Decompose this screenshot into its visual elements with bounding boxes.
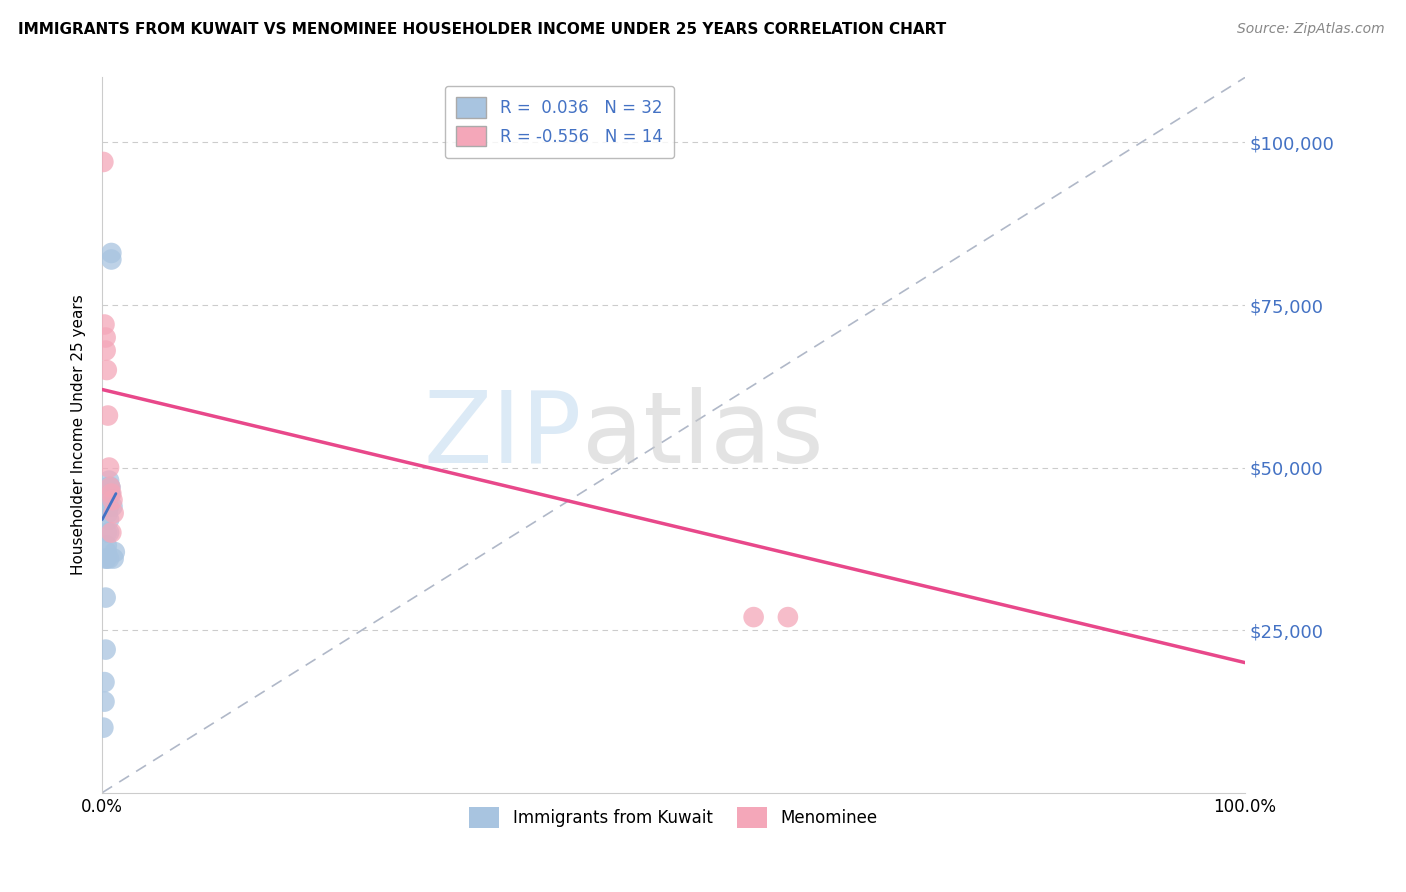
Point	[94, 642, 117, 657]
Point	[98, 512, 121, 526]
Point	[94, 343, 117, 358]
Point	[98, 480, 121, 494]
Point	[101, 493, 124, 508]
Point	[94, 330, 117, 344]
Point	[100, 525, 122, 540]
Point	[742, 610, 765, 624]
Point	[98, 480, 121, 494]
Point	[100, 252, 122, 267]
Point	[104, 545, 127, 559]
Point	[98, 551, 121, 566]
Point	[97, 486, 120, 500]
Point	[94, 551, 117, 566]
Point	[98, 486, 121, 500]
Y-axis label: Householder Income Under 25 years: Householder Income Under 25 years	[72, 294, 86, 575]
Point	[103, 551, 125, 566]
Point	[98, 500, 121, 514]
Point	[100, 486, 122, 500]
Point	[98, 480, 121, 494]
Point	[96, 363, 118, 377]
Point	[97, 480, 120, 494]
Point	[98, 486, 121, 500]
Text: ZIP: ZIP	[423, 386, 582, 483]
Point	[97, 409, 120, 423]
Point	[776, 610, 799, 624]
Point	[98, 525, 121, 540]
Point	[103, 506, 125, 520]
Point	[97, 506, 120, 520]
Point	[93, 318, 115, 332]
Point	[100, 246, 122, 260]
Point	[98, 486, 121, 500]
Point	[93, 155, 115, 169]
Point	[96, 545, 118, 559]
Point	[97, 500, 120, 514]
Point	[96, 551, 118, 566]
Point	[98, 480, 121, 494]
Text: IMMIGRANTS FROM KUWAIT VS MENOMINEE HOUSEHOLDER INCOME UNDER 25 YEARS CORRELATIO: IMMIGRANTS FROM KUWAIT VS MENOMINEE HOUS…	[18, 22, 946, 37]
Point	[94, 591, 117, 605]
Text: Source: ZipAtlas.com: Source: ZipAtlas.com	[1237, 22, 1385, 37]
Point	[93, 675, 115, 690]
Point	[101, 500, 124, 514]
Point	[97, 493, 120, 508]
Point	[96, 525, 118, 540]
Point	[98, 474, 121, 488]
Legend: Immigrants from Kuwait, Menominee: Immigrants from Kuwait, Menominee	[463, 801, 884, 834]
Point	[93, 721, 115, 735]
Point	[98, 460, 121, 475]
Point	[96, 539, 118, 553]
Point	[97, 500, 120, 514]
Text: atlas: atlas	[582, 386, 824, 483]
Point	[93, 695, 115, 709]
